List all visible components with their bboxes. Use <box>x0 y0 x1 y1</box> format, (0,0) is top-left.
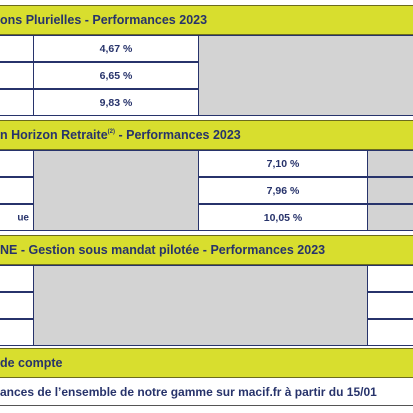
label-cell <box>0 89 34 116</box>
value-cell: 9,83 % <box>33 89 199 116</box>
value-cell: 6,65 % <box>33 62 199 89</box>
row-label: ue <box>17 212 29 223</box>
performance-value: 7,10 % <box>266 157 300 170</box>
section-header-plurielles: ons Plurielles - Performances 2023 <box>0 5 413 35</box>
section-title: de compte <box>0 356 63 370</box>
section-title: NE - Gestion sous mandat pilotée - Perfo… <box>0 243 326 257</box>
table-row: 9,83 % <box>0 89 413 116</box>
empty-grey-cell <box>198 35 413 116</box>
table-row: 7,96 % <box>0 177 413 204</box>
empty-grey-cell <box>33 150 199 231</box>
label-cell <box>0 292 34 319</box>
empty-grey-cell <box>367 150 413 177</box>
label-cell <box>0 62 34 89</box>
value-cell <box>367 292 413 319</box>
empty-grey-cell <box>367 177 413 204</box>
section-title: ons Plurielles - Performances 2023 <box>0 13 208 27</box>
performance-value: 7,96 % <box>266 184 300 197</box>
performance-value: 4,67 % <box>99 42 133 55</box>
section-header-gestion-pilotee: NE - Gestion sous mandat pilotée - Perfo… <box>0 235 413 265</box>
footer-text: ances de l’ensemble de notre gamme sur m… <box>0 385 377 399</box>
value-cell: 7,10 % <box>198 150 368 177</box>
empty-grey-cell <box>367 204 413 231</box>
section-title: n Horizon Retraite(2) - Performances 202… <box>0 121 241 149</box>
label-cell <box>0 319 34 346</box>
table-row: 7,10 % <box>0 150 413 177</box>
value-cell: 7,96 % <box>198 177 368 204</box>
value-cell <box>367 265 413 292</box>
table-row: ue 10,05 % <box>0 204 413 231</box>
value-cell: 10,05 % <box>198 204 368 231</box>
label-cell <box>0 35 34 62</box>
label-cell <box>0 177 34 204</box>
label-cell <box>0 150 34 177</box>
section-title-main: n Horizon Retraite <box>0 128 108 142</box>
performance-value: 6,65 % <box>99 69 133 82</box>
table-row <box>0 292 413 319</box>
section-title-suffix: - Performances 2023 <box>115 128 241 142</box>
footer-note: ances de l’ensemble de notre gamme sur m… <box>0 378 413 406</box>
table-row <box>0 265 413 292</box>
section-header-horizon-retraite: n Horizon Retraite(2) - Performances 202… <box>0 120 413 150</box>
performance-value: 10,05 % <box>263 211 303 224</box>
section-header-unites-de-compte: de compte <box>0 348 413 378</box>
label-cell: ue <box>0 204 34 231</box>
empty-grey-cell <box>33 265 368 346</box>
table-row: 6,65 % <box>0 62 413 89</box>
performance-value: 9,83 % <box>99 96 133 109</box>
table-row: 4,67 % <box>0 35 413 62</box>
value-cell: 4,67 % <box>33 35 199 62</box>
label-cell <box>0 265 34 292</box>
value-cell <box>367 319 413 346</box>
footnote-marker: (2) <box>107 129 115 135</box>
